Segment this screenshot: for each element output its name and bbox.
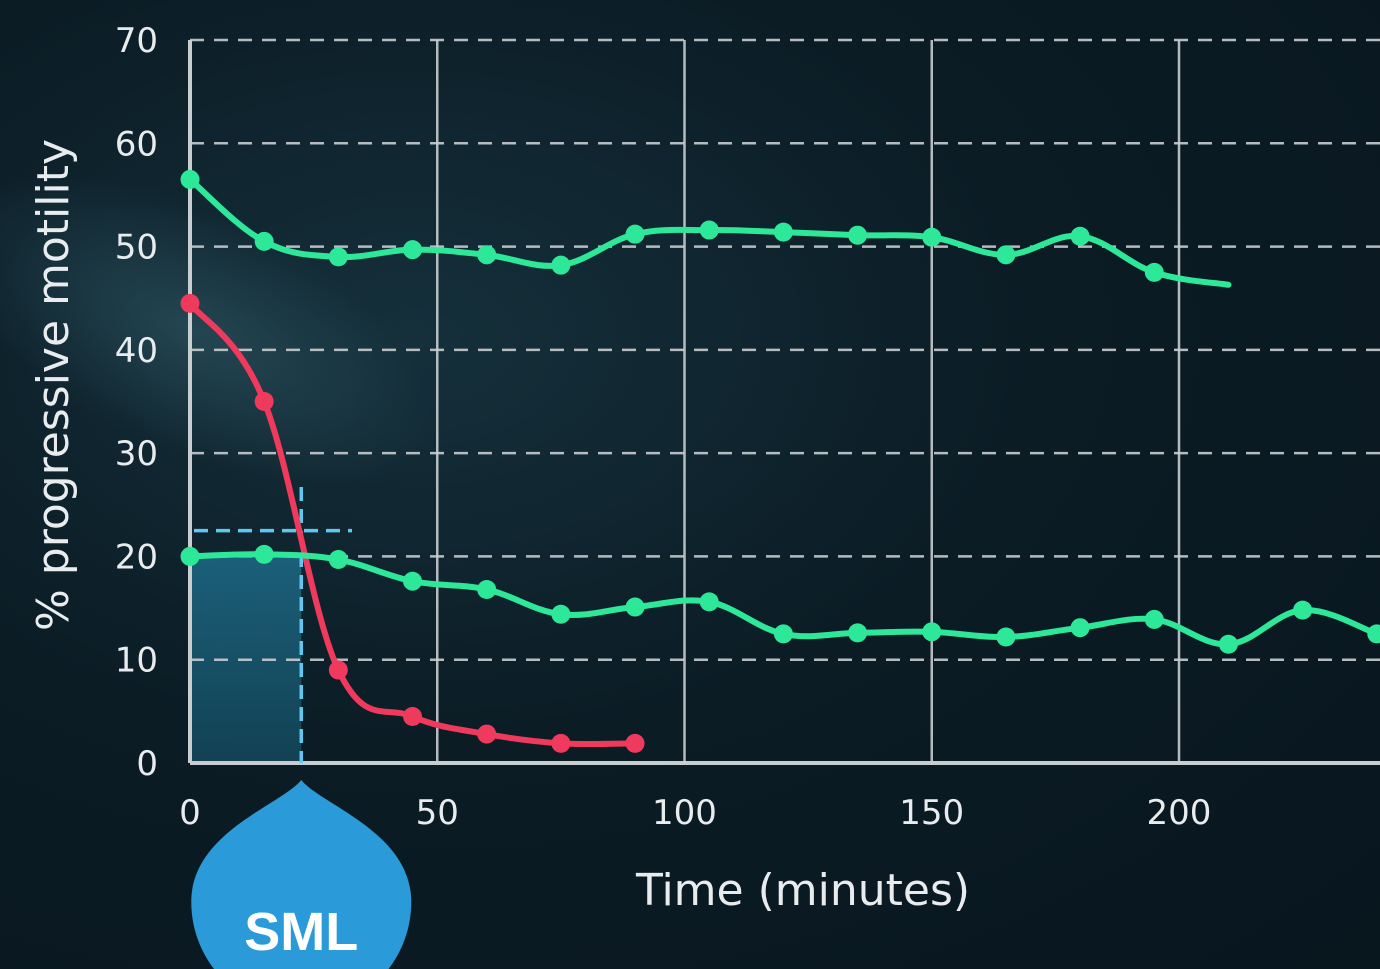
data-point	[254, 231, 274, 251]
data-point	[180, 293, 200, 313]
y-tick-label: 10	[115, 641, 158, 681]
data-point	[328, 550, 348, 570]
x-axis-title: Time (minutes)	[635, 865, 970, 916]
data-point	[403, 707, 423, 727]
data-point	[848, 225, 868, 245]
y-tick-label: 40	[115, 331, 158, 371]
data-point	[625, 733, 645, 753]
data-point	[403, 240, 423, 260]
data-point	[625, 224, 645, 244]
chart-axes	[188, 40, 1380, 765]
data-point	[180, 546, 200, 566]
data-point	[625, 597, 645, 617]
data-point	[180, 169, 200, 189]
data-point	[328, 660, 348, 680]
y-tick-label: 0	[136, 744, 158, 784]
data-point	[773, 624, 793, 644]
data-point	[922, 227, 942, 247]
x-tick-label: 0	[179, 793, 201, 833]
data-point	[477, 579, 497, 599]
series-2	[180, 293, 645, 753]
data-point	[328, 247, 348, 267]
data-point	[1144, 262, 1164, 282]
data-point	[1293, 600, 1313, 620]
chart-series	[180, 169, 1380, 753]
data-point	[1367, 624, 1380, 644]
data-point	[1218, 634, 1238, 654]
sml-badge-label: SML	[244, 902, 358, 962]
data-point	[1144, 609, 1164, 629]
y-tick-label: 20	[115, 537, 158, 577]
data-point	[996, 627, 1016, 647]
data-point	[254, 544, 274, 564]
data-point	[551, 255, 571, 275]
data-point	[403, 571, 423, 591]
x-axis-ticks: 0 50 100 150 200	[179, 793, 1211, 833]
data-point	[1070, 618, 1090, 638]
sml-badge: SML	[191, 780, 412, 969]
x-tick-label: 200	[1147, 793, 1212, 833]
chart-grid	[190, 38, 1380, 763]
data-point	[551, 604, 571, 624]
y-tick-label: 70	[115, 21, 158, 61]
data-point	[996, 245, 1016, 265]
y-axis-ticks: 0 10 20 30 40 50 60 70	[115, 21, 158, 784]
series-3	[180, 544, 1380, 654]
data-point	[699, 220, 719, 240]
data-point	[773, 222, 793, 242]
y-axis-title: % progressive motility	[28, 139, 79, 631]
data-point	[848, 623, 868, 643]
data-point	[477, 245, 497, 265]
x-tick-label: 50	[416, 793, 459, 833]
data-point	[254, 392, 274, 411]
x-tick-label: 100	[652, 793, 717, 833]
x-tick-label: 150	[899, 793, 964, 833]
data-point	[699, 592, 719, 612]
data-point	[1070, 226, 1090, 246]
sml-drop-shape	[191, 780, 412, 969]
y-tick-label: 60	[115, 124, 158, 164]
y-tick-label: 50	[115, 228, 158, 268]
data-point	[551, 733, 571, 753]
y-tick-label: 30	[115, 434, 158, 474]
series-1	[180, 169, 1232, 288]
data-point	[477, 724, 497, 744]
data-point	[922, 622, 942, 642]
